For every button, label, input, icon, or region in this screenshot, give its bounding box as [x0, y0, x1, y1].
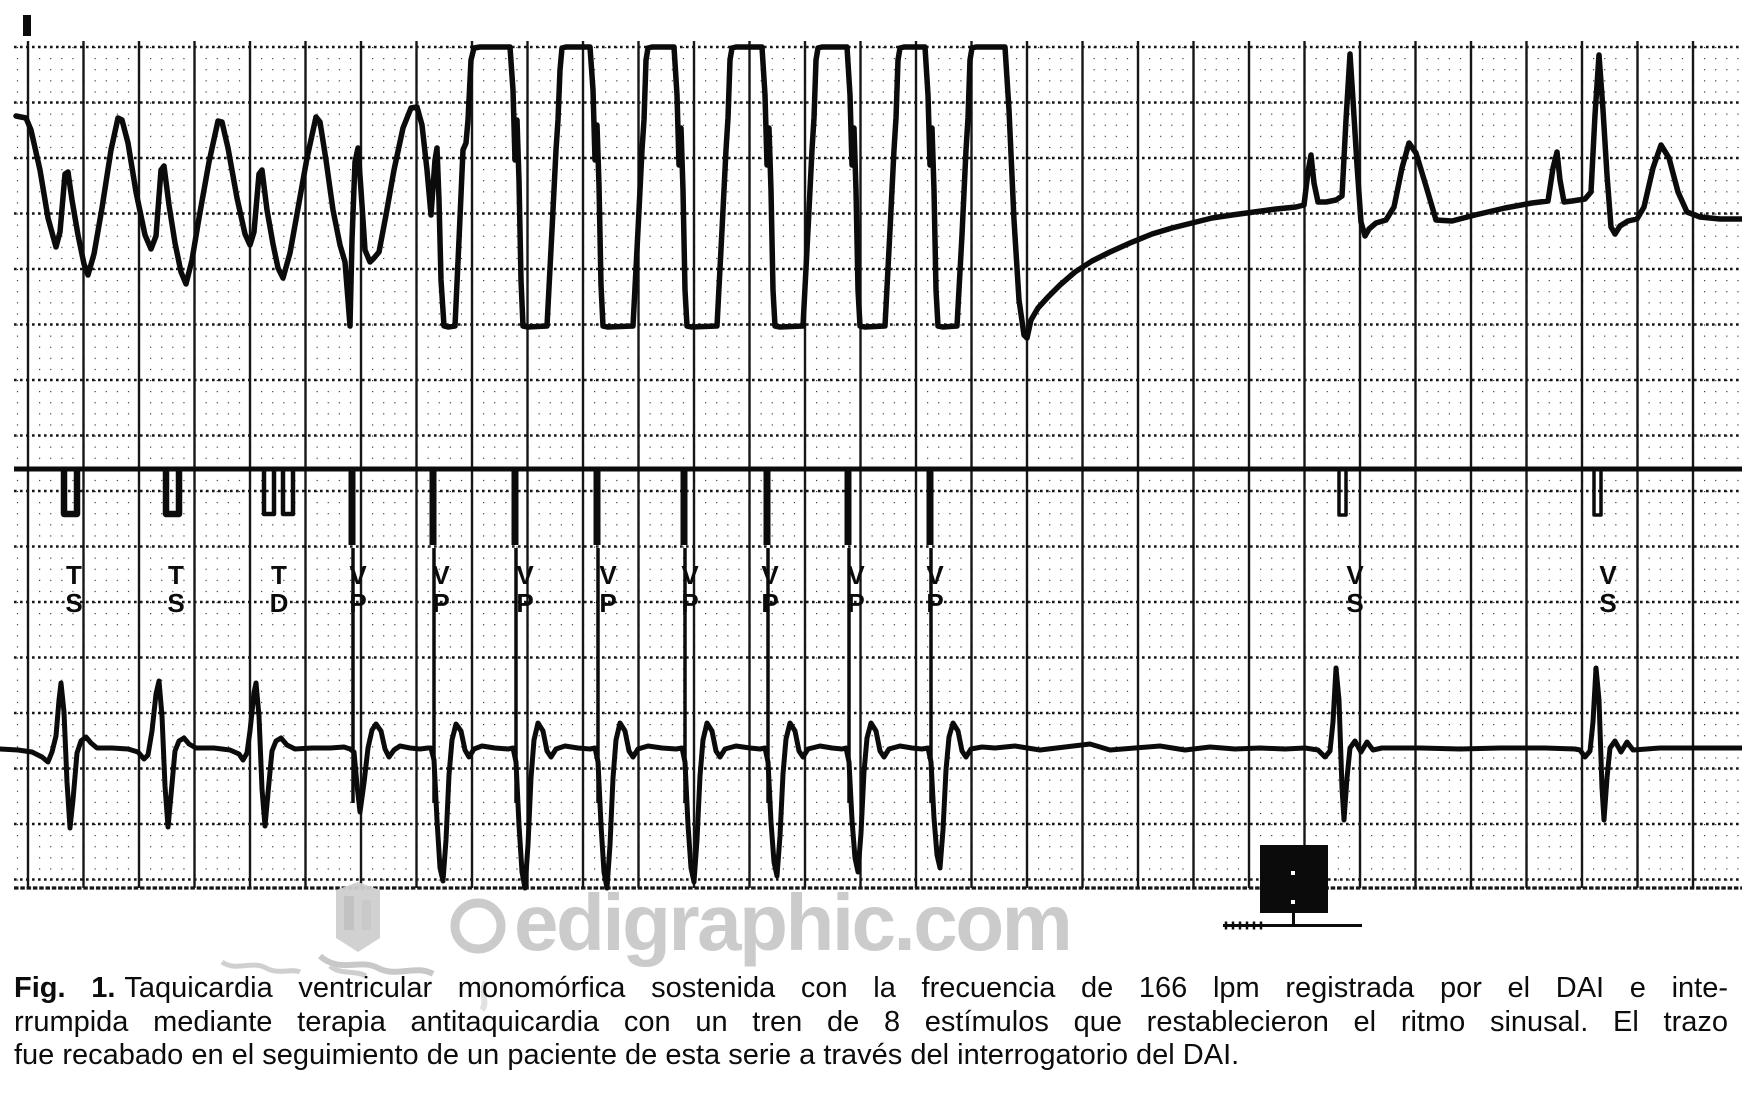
- marker-pulse: [162, 469, 183, 518]
- caption-line-1: Fig. 1. Taquicardia ventricular monomórfi…: [14, 972, 1728, 1006]
- marker-pulse: [261, 469, 277, 517]
- marker-pulse: [429, 469, 437, 545]
- marker-label-vs: S: [1599, 588, 1616, 618]
- marker-channel: [14, 466, 1742, 545]
- marker-label-ts: T: [168, 560, 184, 590]
- marker-pulse: [511, 469, 519, 545]
- marker-pulse: [348, 469, 356, 545]
- marker-label-vp: V: [432, 560, 450, 590]
- marker-label-ts: T: [66, 560, 82, 590]
- marker-label-vp: V: [349, 560, 367, 590]
- marker-label-td: T: [271, 560, 287, 590]
- marker-label-vp: P: [761, 588, 778, 618]
- marker-label-vp: V: [761, 560, 779, 590]
- marker-label-vp: P: [847, 588, 864, 618]
- marker-label-td: D: [270, 588, 289, 618]
- marker-label-vs: V: [1346, 560, 1364, 590]
- marker-label-ts: S: [167, 588, 184, 618]
- marker-pulse: [844, 469, 852, 545]
- marker-label-vs: V: [1599, 560, 1617, 590]
- marker-label-vp: V: [681, 560, 699, 590]
- top-egm-trace: [13, 44, 1742, 341]
- caption-line-2: rrumpida mediante terapia antitaquicardi…: [14, 1005, 1728, 1038]
- strip-start-tick: [23, 15, 31, 36]
- marker-pulse: [593, 469, 601, 545]
- marker-label-ts: S: [65, 588, 82, 618]
- marker-label-vp: V: [516, 560, 534, 590]
- telemetry-square-marker: [1223, 845, 1362, 930]
- marker-label-vp: V: [926, 560, 944, 590]
- marker-label-vs: S: [1346, 588, 1363, 618]
- bottom-egm-trace: [0, 665, 1742, 891]
- marker-pulse: [680, 469, 688, 545]
- marker-pulse: [763, 469, 771, 545]
- marker-pulse: [926, 469, 934, 545]
- square-dot: [1291, 871, 1295, 875]
- caption-line-3: fue recabado en el seguimiento de un pac…: [14, 1039, 1240, 1071]
- marker-pulse: [1592, 469, 1603, 517]
- marker-pulse: [60, 469, 81, 518]
- marker-label-vp: V: [599, 560, 617, 590]
- marker-label-vp: P: [516, 588, 533, 618]
- marker-label-vp: P: [599, 588, 616, 618]
- edigraphic-logo-icon: [220, 882, 506, 1012]
- marker-label-vp: V: [847, 560, 865, 590]
- square-dot: [1291, 900, 1295, 904]
- caption-text-1: Taquicardia ventricular monomórfica sost…: [124, 972, 1728, 1004]
- figure-caption: Fig. 1. Taquicardia ventricular monomórfi…: [14, 972, 1728, 1073]
- marker-label-vp: P: [681, 588, 698, 618]
- marker-pulse: [1337, 469, 1348, 517]
- marker-label-vp: P: [349, 588, 366, 618]
- marker-pulse: [280, 469, 296, 517]
- watermark-text: edigraphic.com: [514, 878, 1070, 967]
- marker-label-vp: P: [432, 588, 449, 618]
- watermark: edigraphic.com: [220, 878, 1073, 1012]
- marker-label-vp: P: [926, 588, 943, 618]
- caption-figure-label: Fig. 1.: [14, 972, 116, 1004]
